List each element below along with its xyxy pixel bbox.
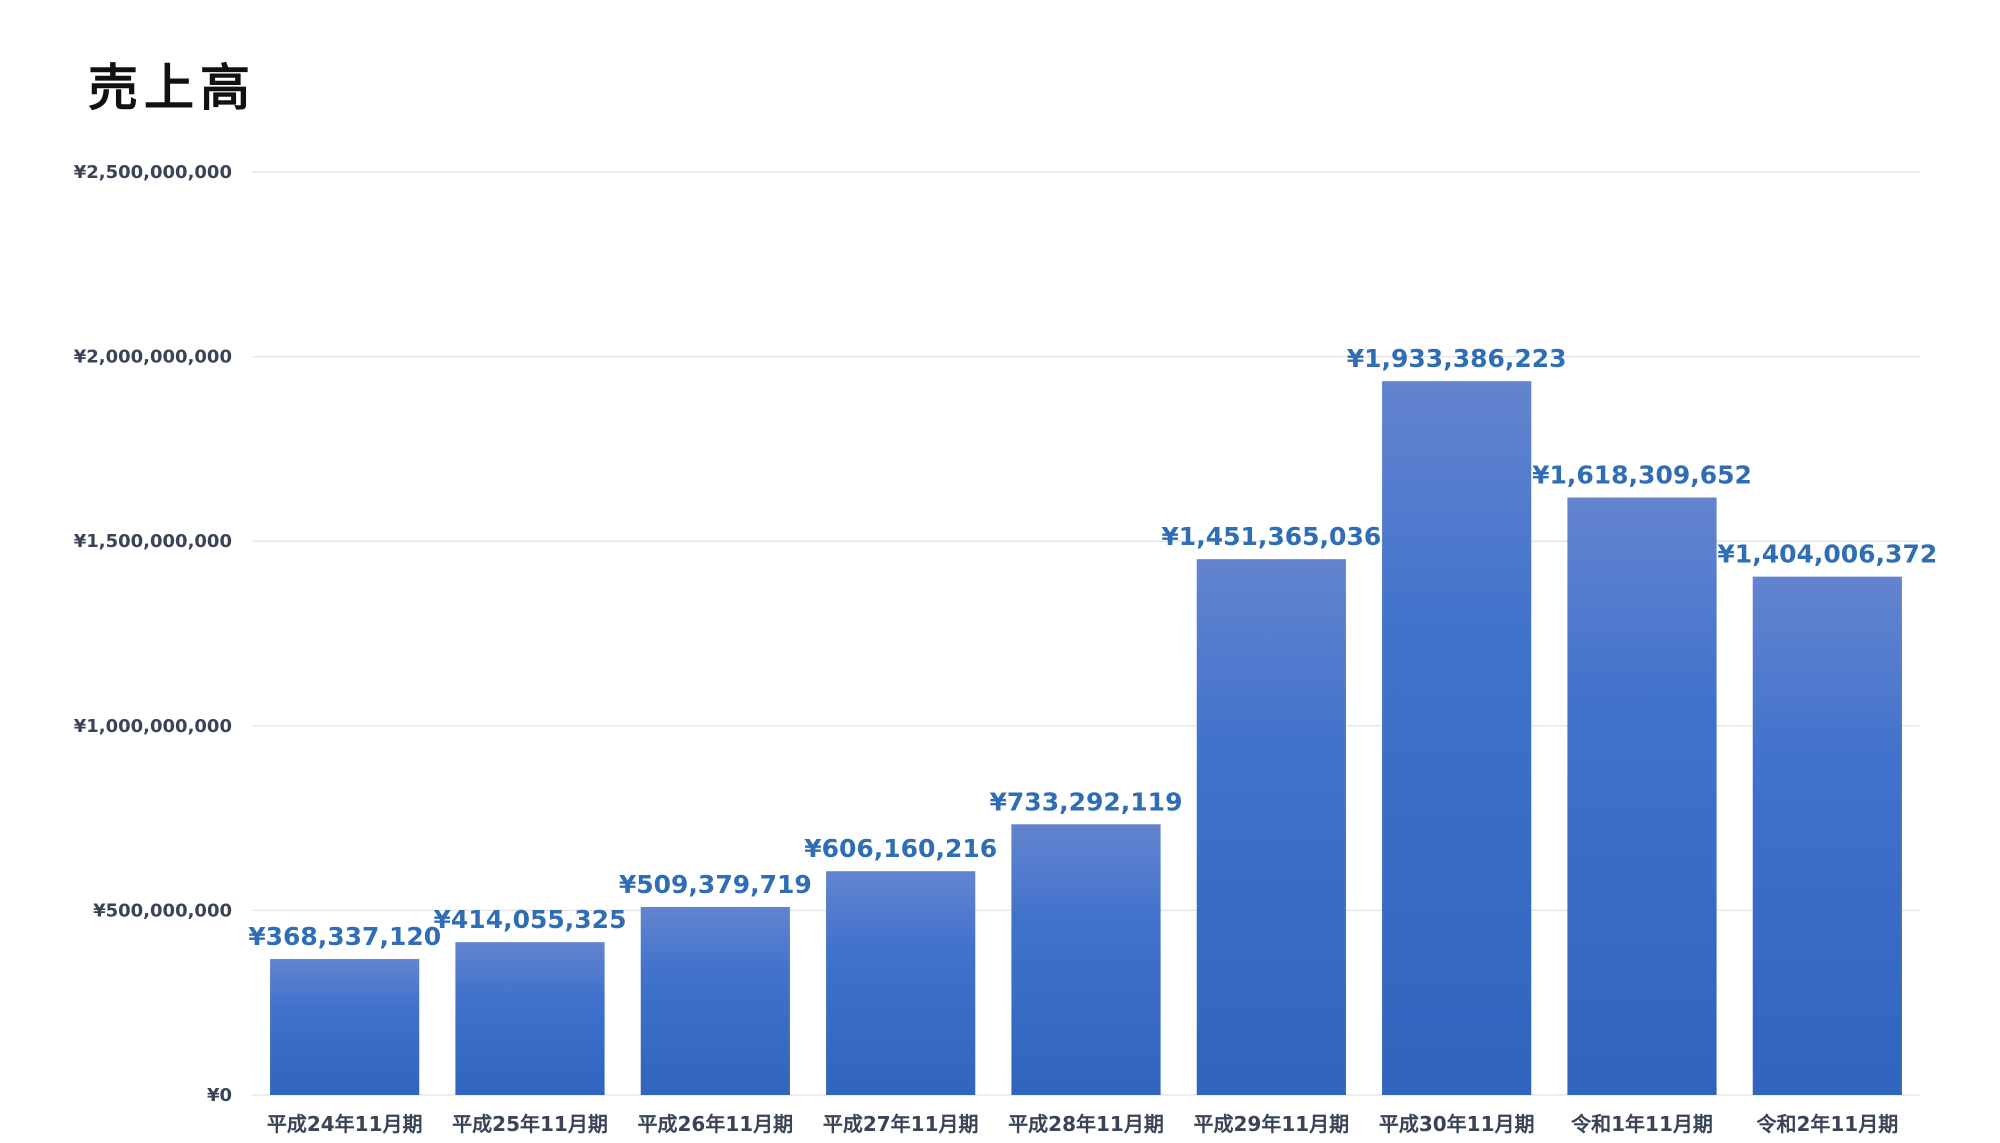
x-tick-label: 令和1年11月期 [1571,1112,1713,1136]
x-tick-label: 平成30年11月期 [1379,1112,1535,1136]
data-label: ¥509,379,719 [619,870,812,899]
bar [1752,576,1902,1095]
data-label: ¥1,451,365,036 [1161,522,1381,551]
data-label: ¥1,618,309,652 [1532,461,1752,490]
x-tick-label: 平成25年11月期 [452,1112,608,1136]
data-label: ¥1,933,386,223 [1347,344,1567,373]
bar [270,959,420,1095]
x-tick-label: 平成28年11月期 [1008,1112,1164,1136]
y-tick-label: ¥0 [207,1085,232,1106]
bar [1196,559,1346,1095]
bar [455,942,605,1095]
data-label: ¥368,337,120 [248,922,441,951]
x-tick-label: 平成27年11月期 [823,1112,979,1136]
y-tick-label: ¥2,000,000,000 [74,347,232,368]
y-tick-label: ¥2,500,000,000 [74,162,232,183]
chart-title: 売上高 [88,59,256,117]
y-tick-label: ¥1,500,000,000 [74,531,232,552]
x-tick-label: 平成24年11月期 [267,1112,423,1136]
y-tick-label: ¥1,000,000,000 [74,716,232,737]
x-tick-label: 平成29年11月期 [1193,1112,1349,1136]
x-tick-label: 平成26年11月期 [637,1112,793,1136]
data-label: ¥1,404,006,372 [1717,540,1937,569]
bar [1011,824,1161,1095]
data-label: ¥733,292,119 [990,787,1183,816]
bar [1382,381,1532,1095]
y-tick-label: ¥500,000,000 [93,900,232,921]
bar [1567,497,1717,1095]
data-label: ¥414,055,325 [434,905,627,934]
data-label: ¥606,160,216 [804,834,997,863]
bar [640,906,790,1095]
bar [826,871,976,1095]
x-tick-label: 令和2年11月期 [1756,1112,1898,1136]
